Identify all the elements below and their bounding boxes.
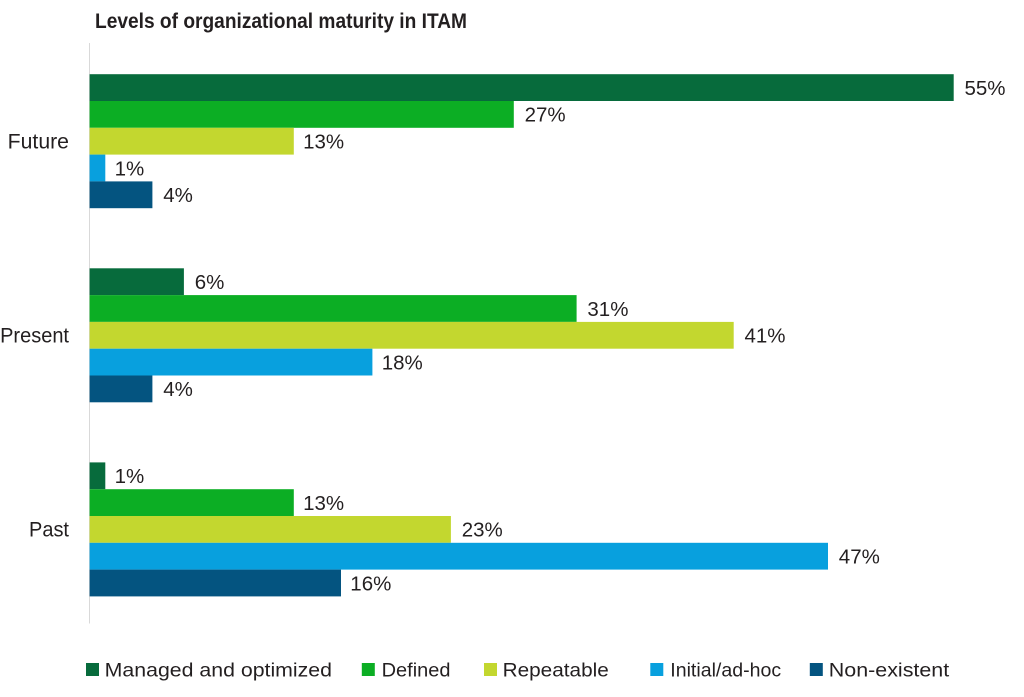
svg-text:18%: 18% (382, 351, 423, 374)
svg-text:13%: 13% (303, 131, 344, 154)
svg-text:1%: 1% (115, 465, 145, 488)
svg-text:Repeatable: Repeatable (503, 660, 609, 682)
svg-text:Past: Past (29, 519, 69, 542)
svg-text:Levels of organizational matur: Levels of organizational maturity in ITA… (95, 10, 467, 33)
svg-text:Managed and optimized: Managed and optimized (105, 660, 332, 682)
svg-text:55%: 55% (965, 77, 1006, 100)
svg-text:41%: 41% (745, 325, 786, 348)
svg-text:27%: 27% (525, 104, 566, 127)
svg-text:23%: 23% (462, 519, 503, 542)
svg-text:Present: Present (0, 325, 69, 348)
svg-text:Defined: Defined (382, 660, 451, 682)
svg-text:Future: Future (8, 131, 69, 154)
svg-text:Non-existent: Non-existent (829, 660, 950, 682)
svg-text:4%: 4% (163, 184, 193, 207)
svg-text:13%: 13% (303, 492, 344, 515)
svg-text:Initial/ad-hoc: Initial/ad-hoc (670, 660, 781, 682)
svg-text:31%: 31% (587, 298, 628, 321)
svg-text:16%: 16% (350, 572, 391, 595)
svg-text:6%: 6% (195, 271, 225, 294)
svg-text:47%: 47% (839, 546, 880, 569)
svg-text:4%: 4% (163, 378, 193, 401)
svg-text:1%: 1% (115, 157, 145, 180)
